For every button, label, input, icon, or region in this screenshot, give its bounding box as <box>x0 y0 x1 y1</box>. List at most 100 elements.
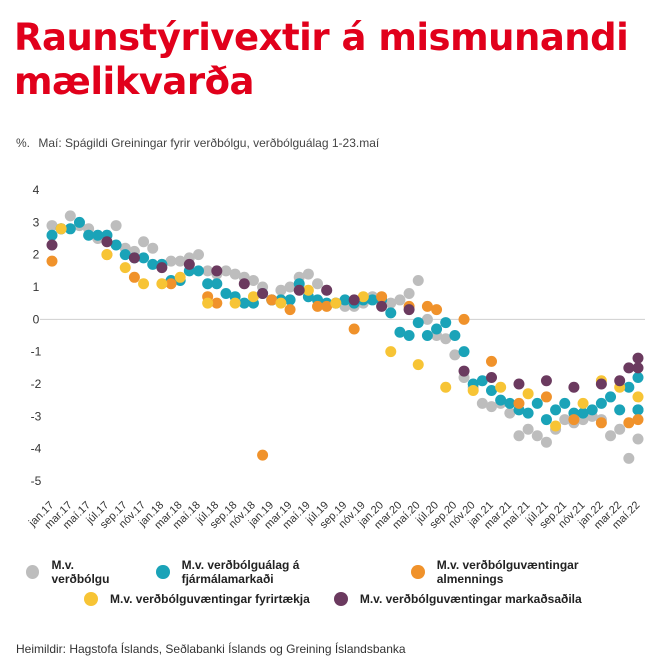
legend-item-fyrirtaekja[interactable]: M.v. verðbólguvæntingar fyrirtækja <box>84 592 310 606</box>
data-point <box>330 297 342 309</box>
data-point <box>83 229 95 241</box>
data-point <box>183 258 195 270</box>
data-point <box>595 378 607 390</box>
legend-item-almennings[interactable]: M.v. verðbólguvæntingar almennings <box>411 558 641 586</box>
data-point <box>458 346 470 358</box>
data-point <box>275 284 287 296</box>
data-point <box>495 394 507 406</box>
data-point <box>513 430 525 442</box>
data-point <box>339 294 351 306</box>
data-point <box>119 249 131 261</box>
data-point <box>522 388 534 400</box>
data-point <box>504 407 516 419</box>
data-point <box>376 300 388 312</box>
data-point <box>623 362 635 374</box>
data-point <box>632 372 644 384</box>
data-point <box>486 355 497 367</box>
data-point <box>540 436 552 448</box>
legend-item-verdbolgu[interactable]: M.v. verðbólgu <box>26 558 132 586</box>
data-point <box>138 278 150 290</box>
y-axis-ticks: 4 3 2 1 0 -1 -2 -3 -4 -5 <box>31 183 42 488</box>
data-point <box>138 252 150 264</box>
legend-swatch-purple <box>333 592 348 606</box>
data-point <box>614 423 626 435</box>
data-point <box>467 384 479 396</box>
data-point <box>321 300 333 312</box>
y-tick-label: 1 <box>33 280 40 294</box>
data-point <box>476 397 488 409</box>
data-point <box>403 287 415 299</box>
data-point <box>229 297 241 309</box>
data-point <box>357 291 369 303</box>
data-point <box>623 452 635 464</box>
legend-item-verdbolgualag[interactable]: M.v. verðbólguálag á fjármálamarkaði <box>156 558 387 586</box>
data-point <box>284 281 296 293</box>
data-point <box>449 349 461 361</box>
data-point <box>211 265 223 277</box>
data-point <box>202 265 214 277</box>
data-point <box>559 414 571 426</box>
data-point <box>284 294 296 306</box>
data-point <box>238 297 250 309</box>
data-point <box>156 278 168 290</box>
data-point <box>421 313 433 325</box>
data-point <box>440 381 452 393</box>
data-point <box>110 239 122 251</box>
data-point <box>46 220 58 232</box>
data-point <box>202 297 214 309</box>
data-point <box>431 304 443 316</box>
data-point <box>412 359 424 371</box>
data-point <box>193 249 204 261</box>
data-point <box>522 407 534 419</box>
data-point <box>385 346 397 358</box>
data-point <box>348 294 360 306</box>
data-point <box>101 236 113 248</box>
data-point <box>348 323 360 335</box>
data-point <box>421 300 433 312</box>
data-point <box>73 216 85 228</box>
data-point <box>605 430 617 442</box>
data-point <box>312 278 324 290</box>
data-point <box>568 414 580 426</box>
data-point <box>266 294 278 306</box>
data-point <box>211 297 223 309</box>
data-point <box>312 300 324 312</box>
data-point <box>229 268 241 280</box>
data-point <box>101 249 113 261</box>
unit-label: %. <box>16 136 31 150</box>
data-point <box>550 420 562 432</box>
data-point <box>128 252 140 264</box>
data-point <box>531 430 543 442</box>
data-point <box>495 381 507 393</box>
data-point <box>366 294 378 306</box>
data-point <box>577 407 589 419</box>
source-note: Heimildir: Hagstofa Íslands, Seðlabanki … <box>16 642 406 656</box>
data-point <box>193 265 204 277</box>
data-point <box>568 381 580 393</box>
legend-item-markadsadila[interactable]: M.v. verðbólguvæntingar markaðsaðila <box>333 592 582 606</box>
data-point <box>623 417 635 429</box>
data-point <box>165 278 177 290</box>
data-point <box>458 365 470 377</box>
data-point <box>46 239 58 251</box>
data-point <box>321 284 333 296</box>
data-point <box>623 381 635 393</box>
y-tick-label: 4 <box>33 183 40 197</box>
y-tick-label: -1 <box>31 345 42 359</box>
data-point <box>421 330 433 341</box>
data-point <box>595 397 607 409</box>
scatter-chart: 4 3 2 1 0 -1 -2 -3 -4 -5 jan.17mar.17maí.17júl.17… <box>26 183 645 532</box>
legend-row-1: M.v. verðbólgu M.v. verðbólguálag á fjár… <box>26 558 665 586</box>
data-point <box>577 397 589 409</box>
data-point <box>412 317 424 329</box>
data-point <box>147 242 159 254</box>
data-point <box>522 423 534 435</box>
legend-swatch-orange <box>411 565 425 579</box>
data-point <box>220 265 232 277</box>
data-point <box>486 401 497 413</box>
data-point <box>632 404 644 416</box>
data-point <box>385 307 397 319</box>
legend-label: M.v. verðbólguálag á fjármálamarkaði <box>181 558 300 586</box>
data-point <box>412 275 424 287</box>
data-point <box>165 255 177 267</box>
